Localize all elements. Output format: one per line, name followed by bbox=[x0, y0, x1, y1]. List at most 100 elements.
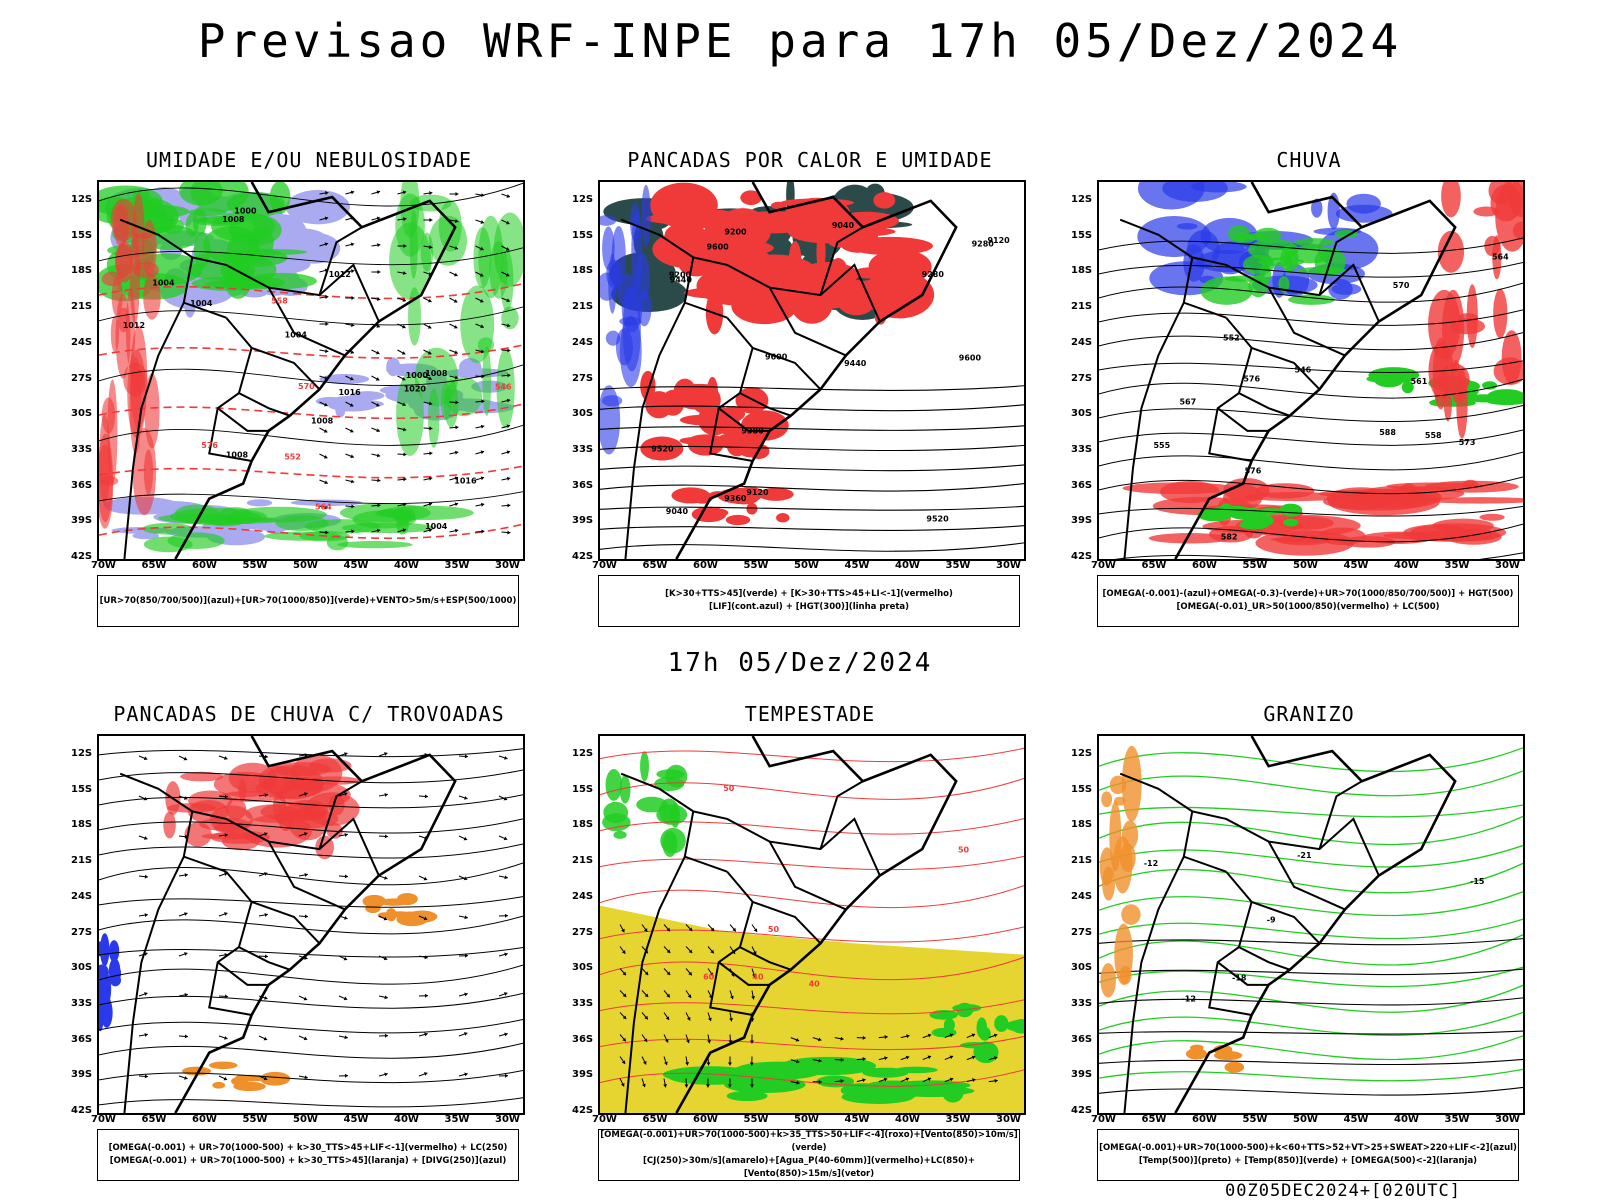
contour-label: 570 bbox=[1393, 281, 1410, 290]
lon-tick-label: 45W bbox=[1344, 560, 1369, 571]
shaded-area bbox=[1187, 1048, 1204, 1059]
lat-tick-label: 39S bbox=[572, 515, 593, 526]
shaded-area bbox=[746, 503, 757, 515]
contour-line bbox=[600, 543, 1024, 551]
contour-label: 1004 bbox=[285, 331, 308, 340]
shaded-area bbox=[1120, 966, 1132, 985]
contour-line bbox=[1099, 1069, 1523, 1080]
shaded-area bbox=[724, 1076, 805, 1093]
contour-label: 582 bbox=[1221, 532, 1238, 541]
shaded-area bbox=[396, 913, 428, 926]
lat-tick-label: 27S bbox=[71, 373, 92, 384]
shaded-area bbox=[848, 237, 933, 255]
shaded-area bbox=[170, 508, 267, 525]
lat-tick-label: 21S bbox=[1071, 301, 1092, 312]
shaded-area bbox=[386, 357, 400, 376]
wind-vector-head bbox=[185, 1034, 188, 1038]
lon-tick-label: 65W bbox=[142, 560, 167, 571]
lat-tick-label: 24S bbox=[572, 337, 593, 348]
lon-tick-label: 35W bbox=[445, 1114, 470, 1125]
wind-vector-head bbox=[425, 794, 428, 798]
contour-label: 9380 bbox=[741, 427, 764, 436]
panel-title: TEMPESTADE bbox=[568, 702, 1052, 726]
legend-box: [OMEGA(-0.001)-(azul)+OMEGA(-0.3)-(verde… bbox=[1097, 575, 1519, 627]
lon-tick-label: 50W bbox=[1293, 560, 1318, 571]
shaded-area bbox=[740, 257, 788, 271]
contour-label: 552 bbox=[284, 453, 301, 462]
legend-line: [OMEGA(-0.01)_UR>50(1000/850)(vermelho) … bbox=[1098, 601, 1518, 614]
shaded-area bbox=[1101, 791, 1112, 807]
lon-tick-label: 40W bbox=[394, 1114, 419, 1125]
contour-line bbox=[99, 844, 523, 858]
lon-tick-label: 70W bbox=[592, 560, 617, 571]
lat-tick-label: 30S bbox=[572, 408, 593, 419]
shaded-area bbox=[691, 386, 721, 415]
shaded-area bbox=[606, 769, 622, 801]
shaded-area bbox=[894, 1067, 937, 1074]
wind-vector-head bbox=[481, 530, 484, 534]
contour-line bbox=[600, 526, 1024, 531]
contour-label: 9440 bbox=[844, 359, 867, 368]
wind-vector-head bbox=[464, 915, 467, 919]
contour-line bbox=[1099, 863, 1523, 892]
wind-vector-head bbox=[145, 875, 148, 879]
lon-tick-label: 40W bbox=[895, 1114, 920, 1125]
lon-tick-label: 30W bbox=[996, 1114, 1021, 1125]
lat-tick-label: 39S bbox=[71, 1069, 92, 1080]
lat-tick-label: 12S bbox=[1071, 194, 1092, 205]
shaded-area bbox=[1123, 482, 1235, 494]
shaded-area bbox=[102, 272, 123, 287]
lat-tick-label: 39S bbox=[71, 515, 92, 526]
map-canvas: 9600960096009520952094409440936093809280… bbox=[600, 182, 1024, 559]
shaded-area bbox=[133, 193, 145, 271]
contour-label: -12 bbox=[1181, 994, 1195, 1003]
lon-tick-label: 60W bbox=[192, 560, 217, 571]
contour-label: 564 bbox=[315, 502, 332, 511]
wind-vector-head bbox=[351, 479, 354, 483]
lat-tick-label: 30S bbox=[572, 962, 593, 973]
contour-line bbox=[99, 307, 523, 325]
shaded-area bbox=[640, 751, 649, 781]
lat-tick-label: 24S bbox=[71, 337, 92, 348]
wind-vector-head bbox=[385, 834, 388, 838]
contour-label: 1016 bbox=[454, 476, 477, 485]
lon-tick-label: 65W bbox=[643, 560, 668, 571]
contour-label: 1000 bbox=[234, 207, 257, 216]
shaded-area bbox=[144, 373, 159, 448]
lon-tick-label: 35W bbox=[1445, 1114, 1470, 1125]
lat-tick-label: 33S bbox=[1071, 444, 1092, 455]
wind-vector-head bbox=[377, 453, 380, 457]
shaded-area bbox=[337, 541, 412, 548]
legend-box: [OMEGA(-0.001)+UR>70(1000-500)+k>35_TTS>… bbox=[598, 1129, 1020, 1181]
contour-label: 576 bbox=[1243, 375, 1260, 384]
contour-label: 552 bbox=[1223, 333, 1240, 342]
wind-vector-head bbox=[455, 451, 458, 455]
shaded-area bbox=[671, 487, 710, 503]
lat-tick-label: 42S bbox=[71, 1105, 92, 1116]
contour-label: 9120 bbox=[746, 488, 769, 497]
lon-tick-label: 55W bbox=[744, 560, 769, 571]
lat-tick-label: 24S bbox=[572, 891, 593, 902]
lon-tick-label: 35W bbox=[946, 1114, 971, 1125]
shaded-area bbox=[1214, 1051, 1242, 1060]
shaded-area bbox=[212, 1082, 225, 1089]
lat-tick-label: 27S bbox=[572, 927, 593, 938]
lon-tick-label: 70W bbox=[91, 1114, 116, 1125]
lon-tick-label: 65W bbox=[1142, 560, 1167, 571]
shaded-area bbox=[944, 1018, 955, 1032]
lat-tick-label: 21S bbox=[1071, 855, 1092, 866]
contour-line bbox=[1099, 1031, 1523, 1034]
lon-tick-label: 60W bbox=[192, 1114, 217, 1125]
contour-label: 50 bbox=[723, 784, 735, 793]
lon-tick-label: 35W bbox=[1445, 560, 1470, 571]
lat-tick-label: 15S bbox=[572, 230, 593, 241]
lat-tick-label: 15S bbox=[71, 784, 92, 795]
contour-line bbox=[99, 1043, 523, 1058]
lon-tick-label: 45W bbox=[344, 1114, 369, 1125]
lon-tick-label: 40W bbox=[1394, 1114, 1419, 1125]
lon-tick-label: 70W bbox=[592, 1114, 617, 1125]
lat-tick-label: 33S bbox=[572, 998, 593, 1009]
contour-label: 576 bbox=[1245, 467, 1262, 476]
panel-title: GRANIZO bbox=[1067, 702, 1551, 726]
